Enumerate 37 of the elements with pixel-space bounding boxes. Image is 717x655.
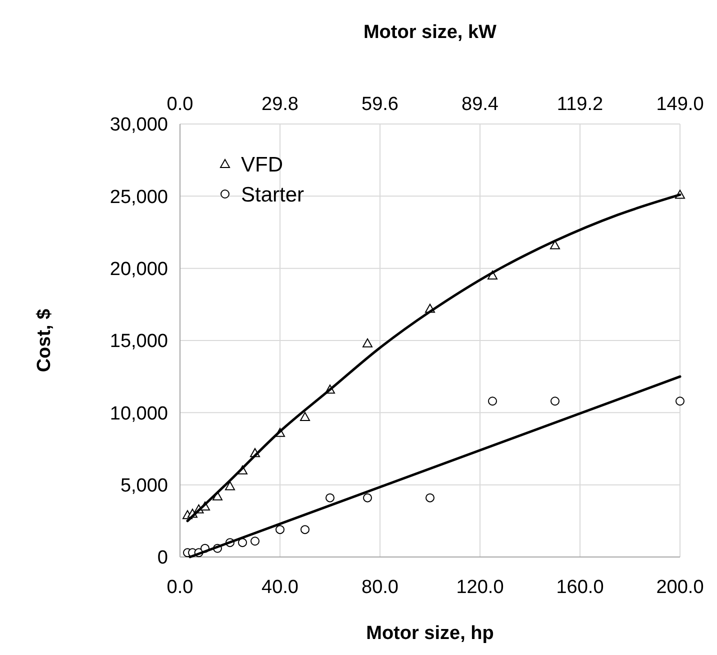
- y-tick-label: 0: [157, 548, 168, 569]
- x2-tick-label: 89.4: [462, 94, 499, 115]
- legend-label: Starter: [241, 183, 304, 206]
- point: [550, 396, 560, 406]
- y-axis-title: Cost, $: [34, 308, 55, 372]
- y-tick-label: 20,000: [110, 258, 168, 280]
- x-tick-label: 80.0: [362, 577, 398, 598]
- x2-tick-label: 149.0: [656, 94, 704, 115]
- x-tick-label: 200.0: [656, 577, 704, 598]
- point: [225, 481, 235, 490]
- x2-axis-title: Motor size, kW: [363, 22, 497, 43]
- y-tick-label: 30,000: [110, 114, 168, 136]
- legend-label: VFD: [241, 153, 283, 176]
- point: [676, 396, 684, 406]
- point: [488, 396, 497, 406]
- x2-tick-label: 119.2: [556, 94, 604, 115]
- x2-tick-label: 29.8: [262, 94, 298, 115]
- point: [326, 493, 334, 502]
- point: [426, 493, 434, 502]
- point: [238, 538, 247, 548]
- x-tick-label: 0.0: [166, 577, 194, 598]
- y-tick-label: 25,000: [110, 186, 168, 208]
- point: [362, 338, 372, 348]
- y-tick-label: 10,000: [110, 403, 168, 424]
- x2-tick-label: 59.6: [362, 94, 398, 115]
- x2-tick-label: 0.0: [166, 94, 194, 115]
- point: [276, 525, 284, 534]
- x-tick-label: 40.0: [262, 577, 298, 598]
- point: [300, 525, 310, 534]
- point: [363, 493, 372, 502]
- point: [300, 412, 310, 421]
- x-axis-title: Motor size, hp: [366, 623, 494, 644]
- y-tick-label: 5,000: [120, 475, 168, 496]
- point: [250, 536, 260, 546]
- x-tick-label: 160.0: [556, 577, 604, 598]
- x-tick-label: 120.0: [456, 577, 504, 598]
- y-tick-label: 15,000: [110, 331, 168, 352]
